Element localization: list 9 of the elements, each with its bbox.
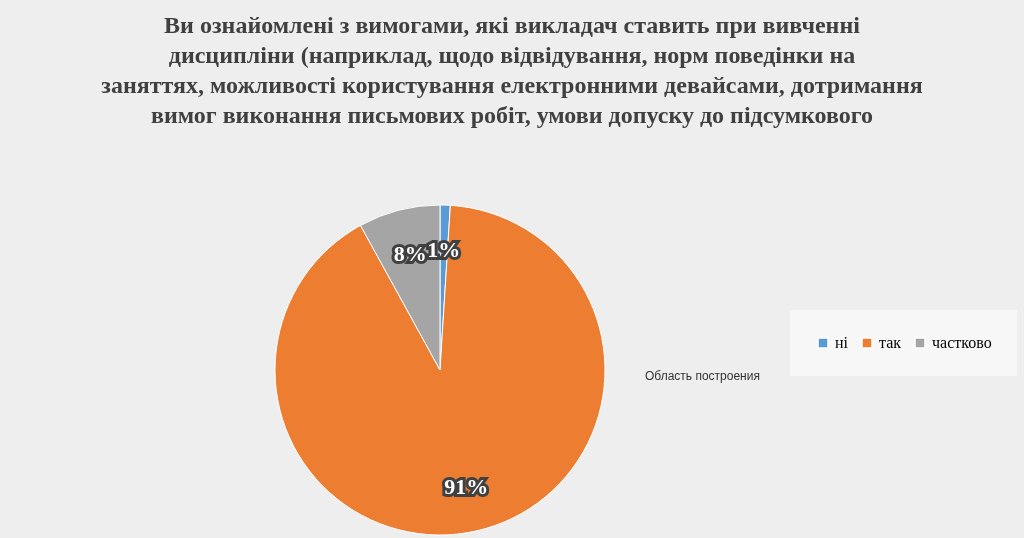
text: Область построения (645, 369, 760, 383)
data-label: 91% (444, 474, 489, 500)
data-label: 1% (427, 237, 461, 263)
data-label: 8% (393, 240, 427, 266)
pie-slice (274, 204, 606, 536)
legend-label: так (879, 334, 902, 351)
legend-label: частково (932, 334, 992, 351)
chart-title: Ви ознайомлені з вимогами, які викладач ставить при вивченні дисципліни (наприклад, щодо відвідування, норм поведінки на заняттях, можливості користування електронними девайсами, дотримання вимог виконання письмових робіт, умови допуску до підсумкового (101, 12, 923, 128)
legend-label: ні (835, 334, 849, 351)
